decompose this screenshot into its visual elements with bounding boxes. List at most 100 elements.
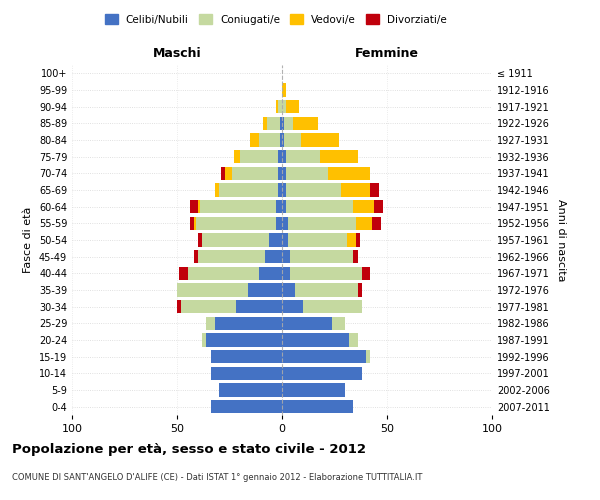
Legend: Celibi/Nubili, Coniugati/e, Vedovi/e, Divorziati/e: Celibi/Nubili, Coniugati/e, Vedovi/e, Di… (101, 10, 451, 29)
Bar (286, 100, 299, 114)
Bar (202, 234, 269, 246)
Bar (282, 184, 286, 196)
Bar (282, 84, 286, 96)
Bar (358, 284, 362, 296)
Bar (198, 234, 202, 246)
Bar (282, 100, 286, 114)
Bar (282, 150, 286, 164)
Bar (265, 250, 282, 264)
Bar (215, 184, 219, 196)
Bar (282, 266, 290, 280)
Bar (290, 250, 353, 264)
Bar (276, 216, 282, 230)
Bar (347, 234, 355, 246)
Bar (177, 284, 248, 296)
Bar (301, 134, 338, 146)
Bar (179, 266, 187, 280)
Bar (282, 200, 286, 213)
Bar (332, 316, 345, 330)
Bar (286, 184, 341, 196)
Bar (282, 216, 289, 230)
Bar (211, 366, 282, 380)
Bar (282, 134, 284, 146)
Bar (353, 250, 358, 264)
Bar (370, 184, 379, 196)
Bar (232, 166, 278, 180)
Bar (278, 100, 282, 114)
Bar (248, 284, 282, 296)
Bar (177, 300, 181, 314)
Bar (284, 116, 293, 130)
Bar (251, 134, 259, 146)
Bar (221, 166, 226, 180)
Bar (206, 316, 215, 330)
Bar (303, 300, 362, 314)
Bar (211, 400, 282, 413)
Bar (372, 216, 380, 230)
Bar (282, 334, 349, 346)
Bar (295, 284, 358, 296)
Bar (353, 200, 374, 213)
Bar (202, 334, 206, 346)
Bar (289, 234, 347, 246)
Bar (282, 366, 362, 380)
Bar (215, 316, 282, 330)
Bar (320, 150, 358, 164)
Bar (206, 334, 282, 346)
Bar (282, 384, 345, 396)
Bar (198, 200, 200, 213)
Text: COMUNE DI SANT'ANGELO D'ALIFE (CE) - Dati ISTAT 1° gennaio 2012 - Elaborazione T: COMUNE DI SANT'ANGELO D'ALIFE (CE) - Dat… (12, 472, 422, 482)
Bar (282, 234, 289, 246)
Bar (286, 166, 328, 180)
Bar (282, 116, 284, 130)
Bar (278, 150, 282, 164)
Bar (284, 134, 301, 146)
Bar (194, 216, 196, 230)
Bar (341, 184, 370, 196)
Bar (196, 216, 276, 230)
Bar (236, 300, 282, 314)
Bar (234, 150, 240, 164)
Bar (190, 200, 198, 213)
Bar (276, 200, 282, 213)
Bar (355, 216, 372, 230)
Bar (278, 184, 282, 196)
Bar (349, 334, 358, 346)
Bar (282, 166, 286, 180)
Bar (219, 184, 278, 196)
Bar (276, 100, 278, 114)
Bar (374, 200, 383, 213)
Bar (362, 266, 370, 280)
Bar (259, 266, 282, 280)
Bar (267, 116, 280, 130)
Bar (366, 350, 370, 364)
Bar (259, 134, 280, 146)
Bar (282, 400, 353, 413)
Bar (286, 200, 353, 213)
Bar (263, 116, 268, 130)
Bar (200, 200, 276, 213)
Bar (280, 134, 282, 146)
Bar (282, 300, 303, 314)
Bar (328, 166, 370, 180)
Text: Maschi: Maschi (152, 47, 202, 60)
Bar (190, 216, 194, 230)
Bar (289, 216, 355, 230)
Bar (269, 234, 282, 246)
Bar (211, 350, 282, 364)
Bar (280, 116, 282, 130)
Bar (282, 316, 332, 330)
Bar (282, 250, 290, 264)
Y-axis label: Fasce di età: Fasce di età (23, 207, 33, 273)
Bar (278, 166, 282, 180)
Bar (219, 384, 282, 396)
Bar (194, 250, 198, 264)
Bar (181, 300, 236, 314)
Text: Femmine: Femmine (355, 47, 419, 60)
Bar (293, 116, 318, 130)
Bar (355, 234, 360, 246)
Bar (198, 250, 265, 264)
Bar (226, 166, 232, 180)
Text: Popolazione per età, sesso e stato civile - 2012: Popolazione per età, sesso e stato civil… (12, 442, 366, 456)
Bar (290, 266, 362, 280)
